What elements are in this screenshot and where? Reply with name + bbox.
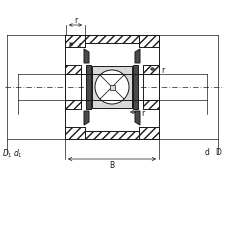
Polygon shape — [65, 101, 81, 109]
Polygon shape — [85, 36, 138, 44]
Polygon shape — [65, 36, 85, 48]
Polygon shape — [65, 128, 85, 139]
Text: r: r — [140, 108, 144, 117]
Circle shape — [95, 71, 128, 105]
Polygon shape — [65, 66, 81, 75]
Polygon shape — [84, 50, 89, 64]
Polygon shape — [138, 36, 158, 48]
Bar — [92, 67, 131, 109]
Polygon shape — [134, 50, 139, 64]
Polygon shape — [86, 66, 91, 109]
Text: r: r — [160, 65, 164, 74]
Text: r: r — [74, 16, 77, 25]
Text: $D_1$: $D_1$ — [2, 147, 12, 160]
Polygon shape — [84, 112, 89, 125]
Text: d: d — [204, 147, 209, 156]
Text: $d_1$: $d_1$ — [13, 147, 23, 160]
Text: D: D — [214, 147, 220, 156]
Text: r: r — [78, 40, 81, 49]
Bar — [109, 85, 114, 90]
Polygon shape — [142, 66, 158, 75]
Text: B: B — [109, 160, 114, 169]
Polygon shape — [132, 66, 137, 109]
Polygon shape — [142, 101, 158, 109]
Polygon shape — [138, 128, 158, 139]
Polygon shape — [134, 112, 139, 125]
Polygon shape — [85, 131, 138, 139]
